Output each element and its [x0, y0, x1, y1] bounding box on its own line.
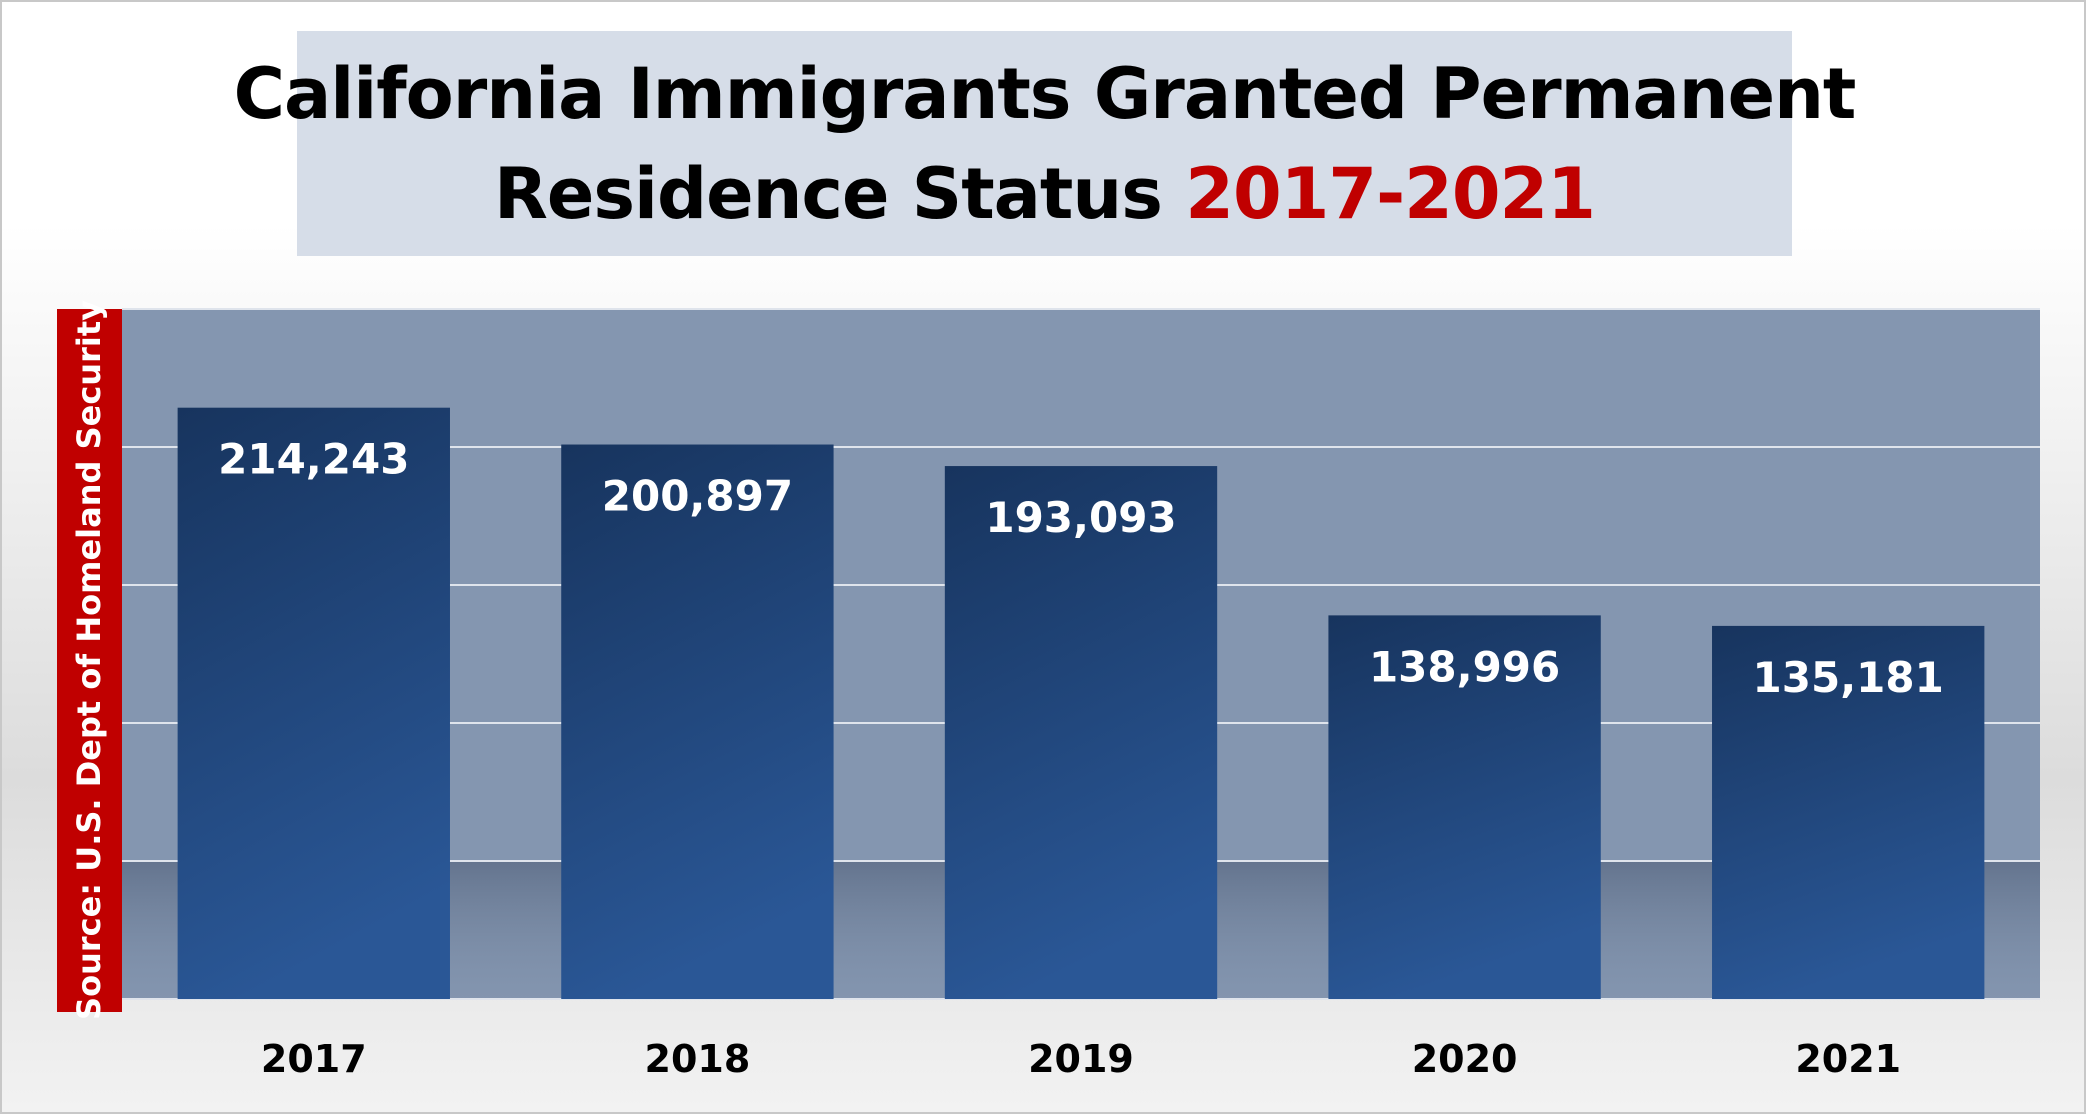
data-labels: 214,243 200,897 193,093 138,996 135,181 [218, 435, 1944, 702]
data-label-2019: 193,093 [985, 493, 1176, 542]
source-label: Source: U.S. Dept of Homeland Security [70, 300, 108, 1020]
bars [177, 407, 1985, 999]
x-tick-2020: 2020 [1412, 1037, 1518, 1081]
x-tick-2019: 2019 [1028, 1037, 1134, 1081]
bar-2017 [177, 407, 450, 999]
x-tick-2017: 2017 [261, 1037, 367, 1081]
chart-title-line-2: Residence Status 2017-2021 [494, 144, 1596, 244]
data-label-2018: 200,897 [602, 472, 793, 521]
bar-2020 [1328, 615, 1601, 999]
bar-2018 [561, 444, 834, 999]
chart-title-years: 2017-2021 [1185, 152, 1596, 235]
chart-title-box: California Immigrants Granted Permanent … [234, 31, 1856, 256]
x-tick-2021: 2021 [1795, 1037, 1901, 1081]
bar-2021 [1712, 625, 1985, 999]
data-label-2020: 138,996 [1369, 642, 1560, 691]
chart-title-line-1: California Immigrants Granted Permanent [233, 52, 1857, 135]
bar-2019 [944, 466, 1218, 999]
x-tick-2018: 2018 [645, 1037, 751, 1081]
source-bar [57, 309, 122, 1012]
data-label-2021: 135,181 [1753, 653, 1944, 702]
data-label-2017: 214,243 [218, 435, 409, 484]
x-axis-tick-labels: 2017 2018 2019 2020 2021 [261, 1037, 1901, 1081]
chart-title-line-2-text: Residence Status [494, 152, 1163, 235]
